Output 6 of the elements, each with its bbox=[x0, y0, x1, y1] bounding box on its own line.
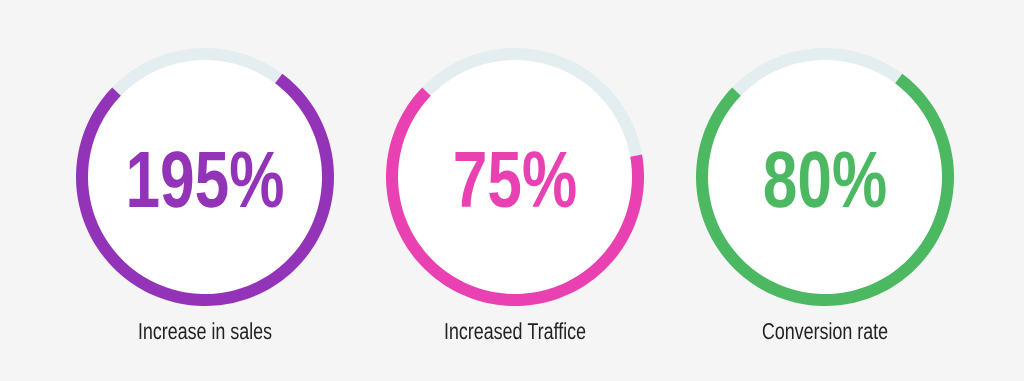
slice-label: Increased Traffice bbox=[445, 322, 586, 340]
text: 195% bbox=[129, 151, 283, 208]
text: 75% bbox=[455, 151, 576, 208]
slice-label: Conversion rate bbox=[762, 322, 888, 340]
text: 80% bbox=[764, 151, 886, 208]
slice-label: Increase in sales bbox=[139, 322, 272, 340]
